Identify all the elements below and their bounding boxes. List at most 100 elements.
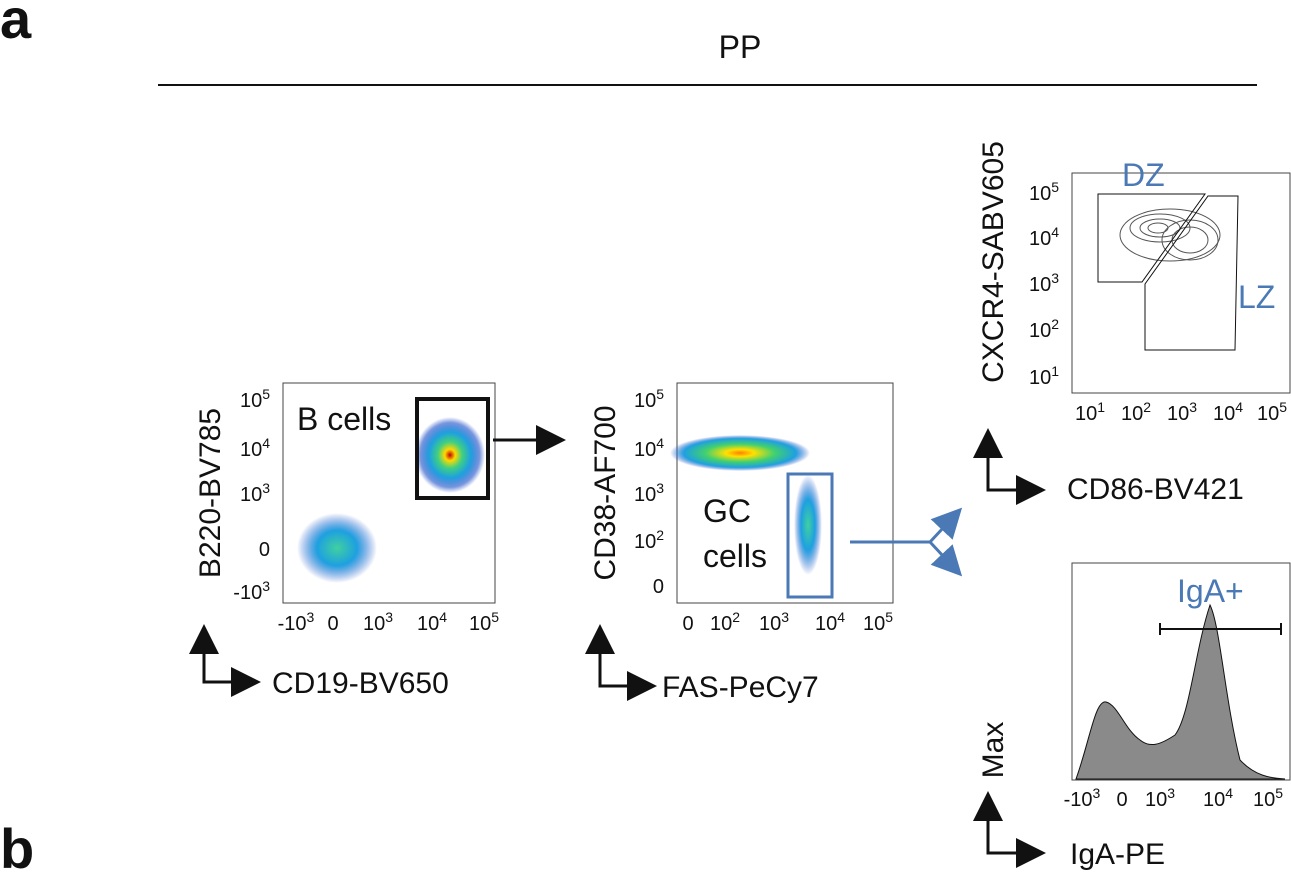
plot-frame [1071, 562, 1291, 781]
tick-label: 0 [682, 613, 693, 635]
tick-base: -10 [1064, 789, 1093, 811]
tick-label: 104 [634, 435, 664, 461]
tick-label: 105 [469, 609, 499, 635]
x-axis-label: IgA-PE [1070, 838, 1165, 871]
tick-exponent: 3 [1167, 785, 1175, 801]
gate-label: cells [703, 538, 767, 574]
y-axis-label: B220-BV785 [194, 408, 227, 578]
gate [786, 472, 834, 599]
tick-base: 10 [1145, 789, 1167, 811]
tick-label: 103 [363, 609, 393, 635]
tick-label: 103 [634, 480, 664, 506]
y-axis-label: CD38-AF700 [589, 405, 622, 580]
tick-label: 102 [1121, 399, 1151, 425]
tick-exponent: 5 [262, 386, 270, 402]
tick-exponent: 3 [385, 609, 393, 625]
tick-base: 0 [327, 613, 338, 635]
y-axis-label: Max [977, 722, 1010, 779]
gate-label: GC [703, 493, 751, 529]
tick-label: 105 [863, 609, 893, 635]
tick-exponent: 1 [1051, 363, 1059, 379]
tick-label: 0 [1116, 789, 1127, 811]
tick-base: 10 [634, 439, 656, 461]
tick-label: 104 [417, 609, 447, 635]
gate [1097, 193, 1206, 283]
tick-base: 10 [1029, 320, 1051, 342]
tick-exponent: 3 [656, 480, 664, 496]
tick-exponent: 4 [837, 609, 845, 625]
tick-exponent: 4 [1235, 399, 1243, 415]
gate-label: LZ [1238, 279, 1275, 315]
tick-label: 104 [1203, 785, 1233, 811]
tick-base: 10 [815, 613, 837, 635]
tick-exponent: 2 [732, 609, 740, 625]
tick-label: -103 [1064, 785, 1101, 811]
tick-label: 104 [1029, 224, 1059, 250]
tick-base: 10 [863, 613, 885, 635]
tick-base: 10 [240, 484, 262, 506]
x-axis-label: CD19-BV650 [272, 667, 449, 700]
gate-label: B cells [297, 401, 391, 437]
x-axis-label: FAS-PeCy7 [662, 671, 819, 704]
gate [1144, 195, 1239, 351]
tick-base: 10 [634, 390, 656, 412]
tick-base: 10 [1075, 403, 1097, 425]
density [794, 475, 822, 575]
tick-exponent: 4 [262, 435, 270, 451]
tick-label: 102 [1029, 316, 1059, 342]
tick-base: 10 [363, 613, 385, 635]
arrow [928, 540, 963, 577]
gate-label: DZ [1122, 157, 1165, 193]
tick-base: 10 [1121, 403, 1143, 425]
tick-label: 105 [1253, 785, 1283, 811]
tick-base: 10 [1257, 403, 1279, 425]
tick-exponent: 5 [491, 609, 499, 625]
tick-base: 10 [240, 439, 262, 461]
tick-exponent: 3 [781, 609, 789, 625]
tick-base: 10 [1167, 403, 1189, 425]
tick-label: 0 [327, 613, 338, 635]
tick-exponent: 4 [439, 609, 447, 625]
tick-base: 10 [1029, 183, 1051, 205]
tick-exponent: 3 [262, 480, 270, 496]
tick-base: 10 [710, 613, 732, 635]
tick-base: 10 [1029, 228, 1051, 250]
tick-base: -10 [278, 613, 307, 635]
tick-base: 0 [259, 539, 270, 561]
tick-base: 10 [469, 613, 491, 635]
tick-label: 103 [1029, 270, 1059, 296]
tick-base: 10 [634, 531, 656, 553]
tick-base: 10 [1213, 403, 1235, 425]
tick-exponent: 5 [1279, 399, 1287, 415]
tick-exponent: 1 [1097, 399, 1105, 415]
tick-exponent: 5 [1275, 785, 1283, 801]
tick-label: 103 [1145, 785, 1175, 811]
tick-exponent: 4 [1225, 785, 1233, 801]
tick-exponent: 4 [656, 435, 664, 451]
tick-exponent: 5 [656, 386, 664, 402]
tick-base: 10 [634, 484, 656, 506]
tick-label: 104 [1213, 399, 1243, 425]
tick-base: 10 [759, 613, 781, 635]
tick-label: 103 [759, 609, 789, 635]
tick-exponent: 5 [1051, 179, 1059, 195]
density [670, 435, 810, 471]
tick-exponent: 3 [1051, 270, 1059, 286]
tick-base: 10 [240, 390, 262, 412]
tick-label: 0 [653, 576, 664, 598]
gate-label: IgA+ [1177, 573, 1244, 609]
tick-base: 10 [1253, 789, 1275, 811]
tick-label: 105 [634, 386, 664, 412]
gate [415, 397, 490, 500]
tick-base: 10 [1029, 367, 1051, 389]
tick-exponent: 3 [307, 609, 315, 625]
plot-frame [1071, 172, 1291, 394]
tick-exponent: 4 [1051, 224, 1059, 240]
tick-base: 10 [1203, 789, 1225, 811]
tick-base: 0 [653, 576, 664, 598]
tick-base: -10 [233, 582, 262, 604]
tick-label: 105 [1257, 399, 1287, 425]
tick-exponent: 2 [1143, 399, 1151, 415]
tick-exponent: 5 [885, 609, 893, 625]
